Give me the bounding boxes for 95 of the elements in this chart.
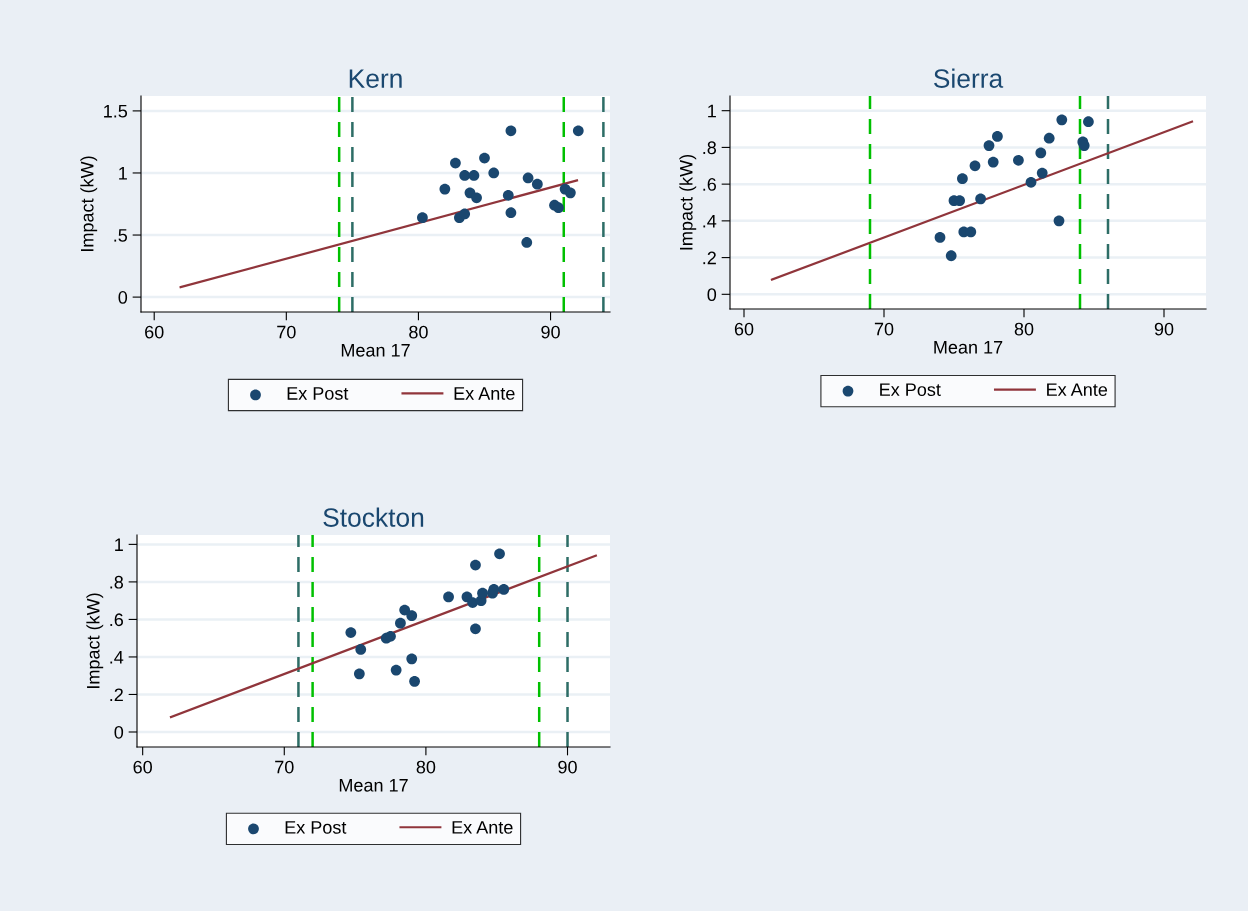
x-tick-label: 70 — [874, 322, 894, 336]
x-tick-label: 90 — [1154, 322, 1174, 336]
point — [406, 610, 418, 622]
point — [1078, 140, 1090, 151]
point — [1053, 215, 1065, 227]
legend-label: Ex Post — [285, 821, 347, 834]
point — [450, 157, 461, 169]
point — [498, 584, 510, 595]
y-tick-label: 1 — [119, 167, 127, 180]
point — [395, 617, 406, 629]
point — [1036, 167, 1048, 179]
point — [1043, 132, 1055, 144]
x-axis-title: Mean 17 — [339, 779, 408, 792]
point — [1083, 116, 1094, 128]
legend-label: Ex Post — [880, 383, 941, 397]
y-tick-label: .8 — [703, 141, 717, 155]
y-tick-label: 1 — [115, 538, 123, 551]
x-tick-label: 90 — [541, 325, 560, 339]
point — [385, 630, 396, 642]
x-axis-title: Mean 17 — [934, 341, 1003, 354]
point — [459, 170, 471, 181]
y-tick-label: .2 — [703, 251, 716, 265]
point — [553, 202, 564, 214]
y-tick-label: .5 — [114, 229, 128, 242]
x-tick-label: 70 — [275, 760, 294, 774]
point — [355, 644, 367, 655]
legend-label: Ex Ante — [454, 387, 515, 400]
x-tick-label: 60 — [734, 322, 754, 336]
chart-title: Stockton — [323, 507, 424, 527]
point — [521, 237, 533, 248]
point — [345, 627, 357, 638]
point — [467, 597, 479, 608]
point — [992, 131, 1003, 142]
x-axis-title: Mean 17 — [341, 344, 410, 357]
point — [470, 559, 481, 571]
point — [443, 591, 454, 603]
y-tick-label: .8 — [110, 575, 124, 589]
point — [417, 212, 428, 224]
point — [406, 653, 418, 665]
point — [1025, 176, 1037, 188]
chart-title: Kern — [349, 69, 402, 88]
y-axis-title: Impact (kW) — [679, 154, 697, 250]
legend-label: Ex Post — [287, 387, 349, 400]
point — [439, 183, 451, 195]
x-tick-label: 80 — [409, 325, 428, 339]
x-tick-label: 60 — [145, 325, 164, 339]
point — [390, 664, 402, 676]
point — [505, 207, 517, 219]
point — [975, 193, 986, 205]
x-tick-label: 60 — [133, 760, 152, 774]
point — [531, 178, 543, 190]
point — [1035, 147, 1047, 159]
y-tick-label: 1.5 — [104, 105, 128, 118]
y-tick-label: .4 — [703, 214, 717, 228]
point — [934, 232, 946, 243]
point — [945, 250, 957, 262]
point — [983, 140, 995, 151]
y-tick-label: 0 — [118, 291, 128, 304]
y-tick-label: .4 — [110, 651, 124, 664]
point — [502, 189, 514, 201]
point — [1013, 154, 1024, 166]
y-tick-label: .2 — [110, 688, 123, 702]
point — [1056, 114, 1068, 126]
point — [459, 208, 471, 220]
y-tick-label: 0 — [707, 288, 717, 302]
legend-label: Ex Ante — [452, 821, 513, 834]
point — [957, 173, 968, 185]
y-tick-label: .6 — [110, 613, 124, 627]
point — [479, 152, 490, 164]
chart-title: Sierra — [934, 68, 1004, 88]
point — [564, 187, 576, 199]
y-axis-title: Impact (kW) — [80, 156, 98, 251]
point — [477, 587, 488, 599]
y-tick-label: .6 — [703, 178, 717, 191]
point — [572, 125, 584, 137]
point — [488, 584, 500, 595]
point — [494, 548, 505, 560]
point — [505, 125, 517, 137]
point — [987, 156, 999, 168]
point — [353, 668, 365, 680]
point — [409, 675, 420, 687]
x-tick-label: 80 — [416, 760, 436, 774]
point — [488, 167, 500, 179]
point — [522, 172, 534, 184]
point — [471, 192, 482, 204]
x-tick-label: 70 — [277, 325, 296, 339]
x-tick-label: 80 — [1014, 322, 1034, 336]
y-tick-label: 1 — [708, 104, 716, 118]
point — [468, 170, 480, 181]
point — [470, 623, 481, 635]
x-tick-label: 90 — [558, 760, 577, 774]
point — [969, 160, 981, 172]
legend-label: Ex Ante — [1047, 383, 1108, 397]
y-tick-label: 0 — [114, 725, 124, 739]
y-axis-title: Impact (kW) — [86, 593, 104, 688]
